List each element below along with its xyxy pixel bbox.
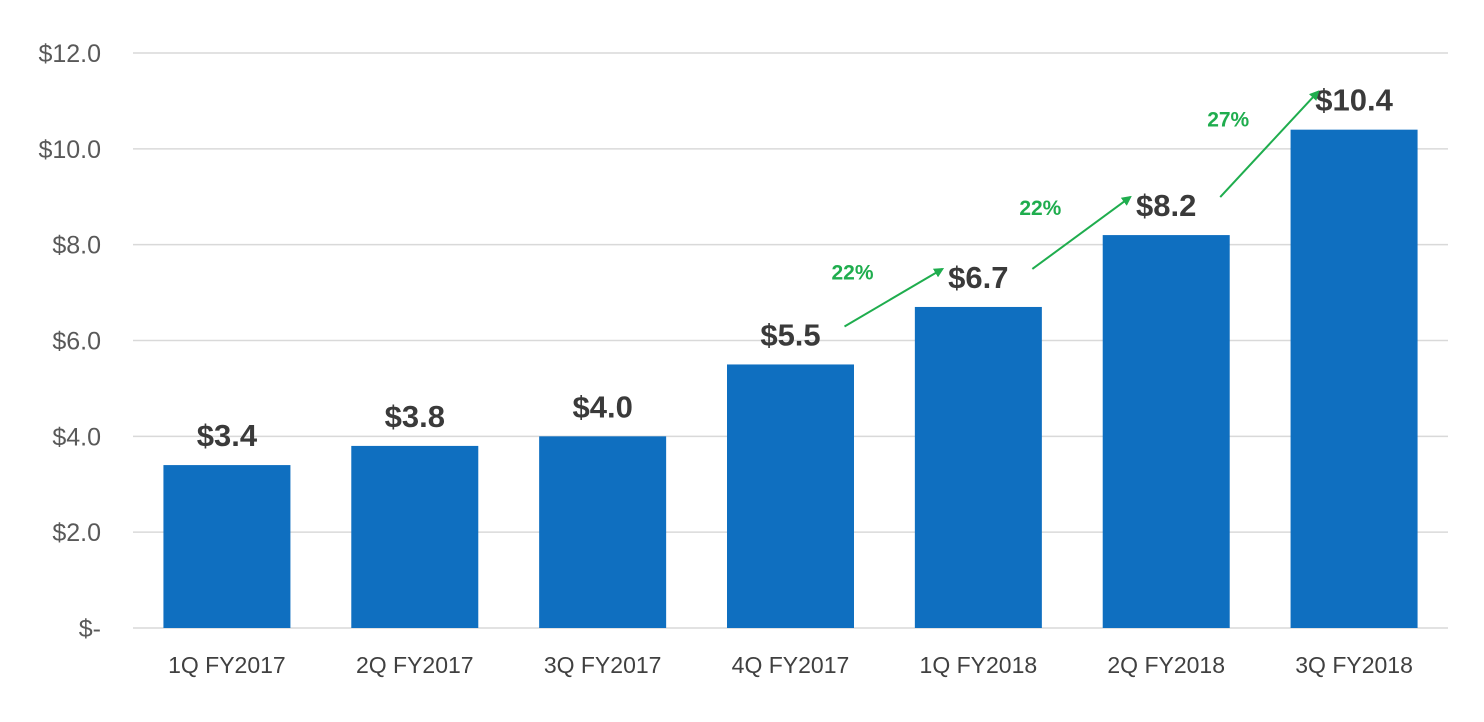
data-label: $3.4	[197, 418, 258, 453]
y-tick-label: $6.0	[52, 328, 101, 356]
bar	[163, 465, 291, 628]
y-tick-label: $12.0	[38, 40, 101, 68]
x-tick-label: 2Q FY2018	[1107, 652, 1225, 678]
growth-arrow	[1219, 90, 1320, 198]
growth-arrow	[1031, 195, 1132, 270]
x-tick-label: 4Q FY2017	[732, 652, 850, 678]
growth-annotations: 22% 22% 27%	[831, 90, 1320, 328]
data-label: $8.2	[1136, 188, 1196, 223]
x-tick-label: 3Q FY2017	[544, 652, 662, 678]
data-label: $6.7	[948, 260, 1008, 295]
x-tick-label: 1Q FY2017	[168, 652, 286, 678]
growth-arrow	[843, 267, 945, 328]
x-tick-label: 2Q FY2017	[356, 652, 474, 678]
bar	[914, 306, 1042, 628]
bars	[163, 129, 1418, 629]
y-tick-label: $4.0	[52, 423, 101, 451]
y-tick-label: $10.0	[38, 136, 101, 164]
growth-rate-label: 22%	[1019, 197, 1061, 220]
bar	[727, 364, 854, 628]
growth-rate-label: 22%	[831, 262, 873, 285]
bar	[1102, 235, 1230, 629]
axes: $- $2.0 $4.0 $6.0 $8.0 $10.0 $12.0 1Q FY2017 2Q …	[38, 40, 1412, 678]
bar	[351, 445, 479, 628]
y-tick-label: $8.0	[52, 232, 101, 260]
data-label: $5.5	[760, 317, 820, 352]
bar	[1290, 129, 1418, 628]
x-tick-label: 1Q FY2018	[920, 652, 1038, 678]
data-label: $3.8	[385, 399, 445, 434]
y-tick-label: $2.0	[52, 519, 101, 547]
x-tick-label: 3Q FY2018	[1295, 652, 1413, 678]
bar	[539, 436, 667, 628]
data-labels: $3.4 $3.8 $4.0 $5.5 $6.7 $8.2 $10.4	[197, 83, 1394, 453]
growth-rate-label: 27%	[1207, 108, 1249, 131]
y-tick-label: $-	[79, 615, 101, 643]
data-label: $4.0	[572, 389, 632, 424]
data-label: $10.4	[1315, 83, 1393, 118]
